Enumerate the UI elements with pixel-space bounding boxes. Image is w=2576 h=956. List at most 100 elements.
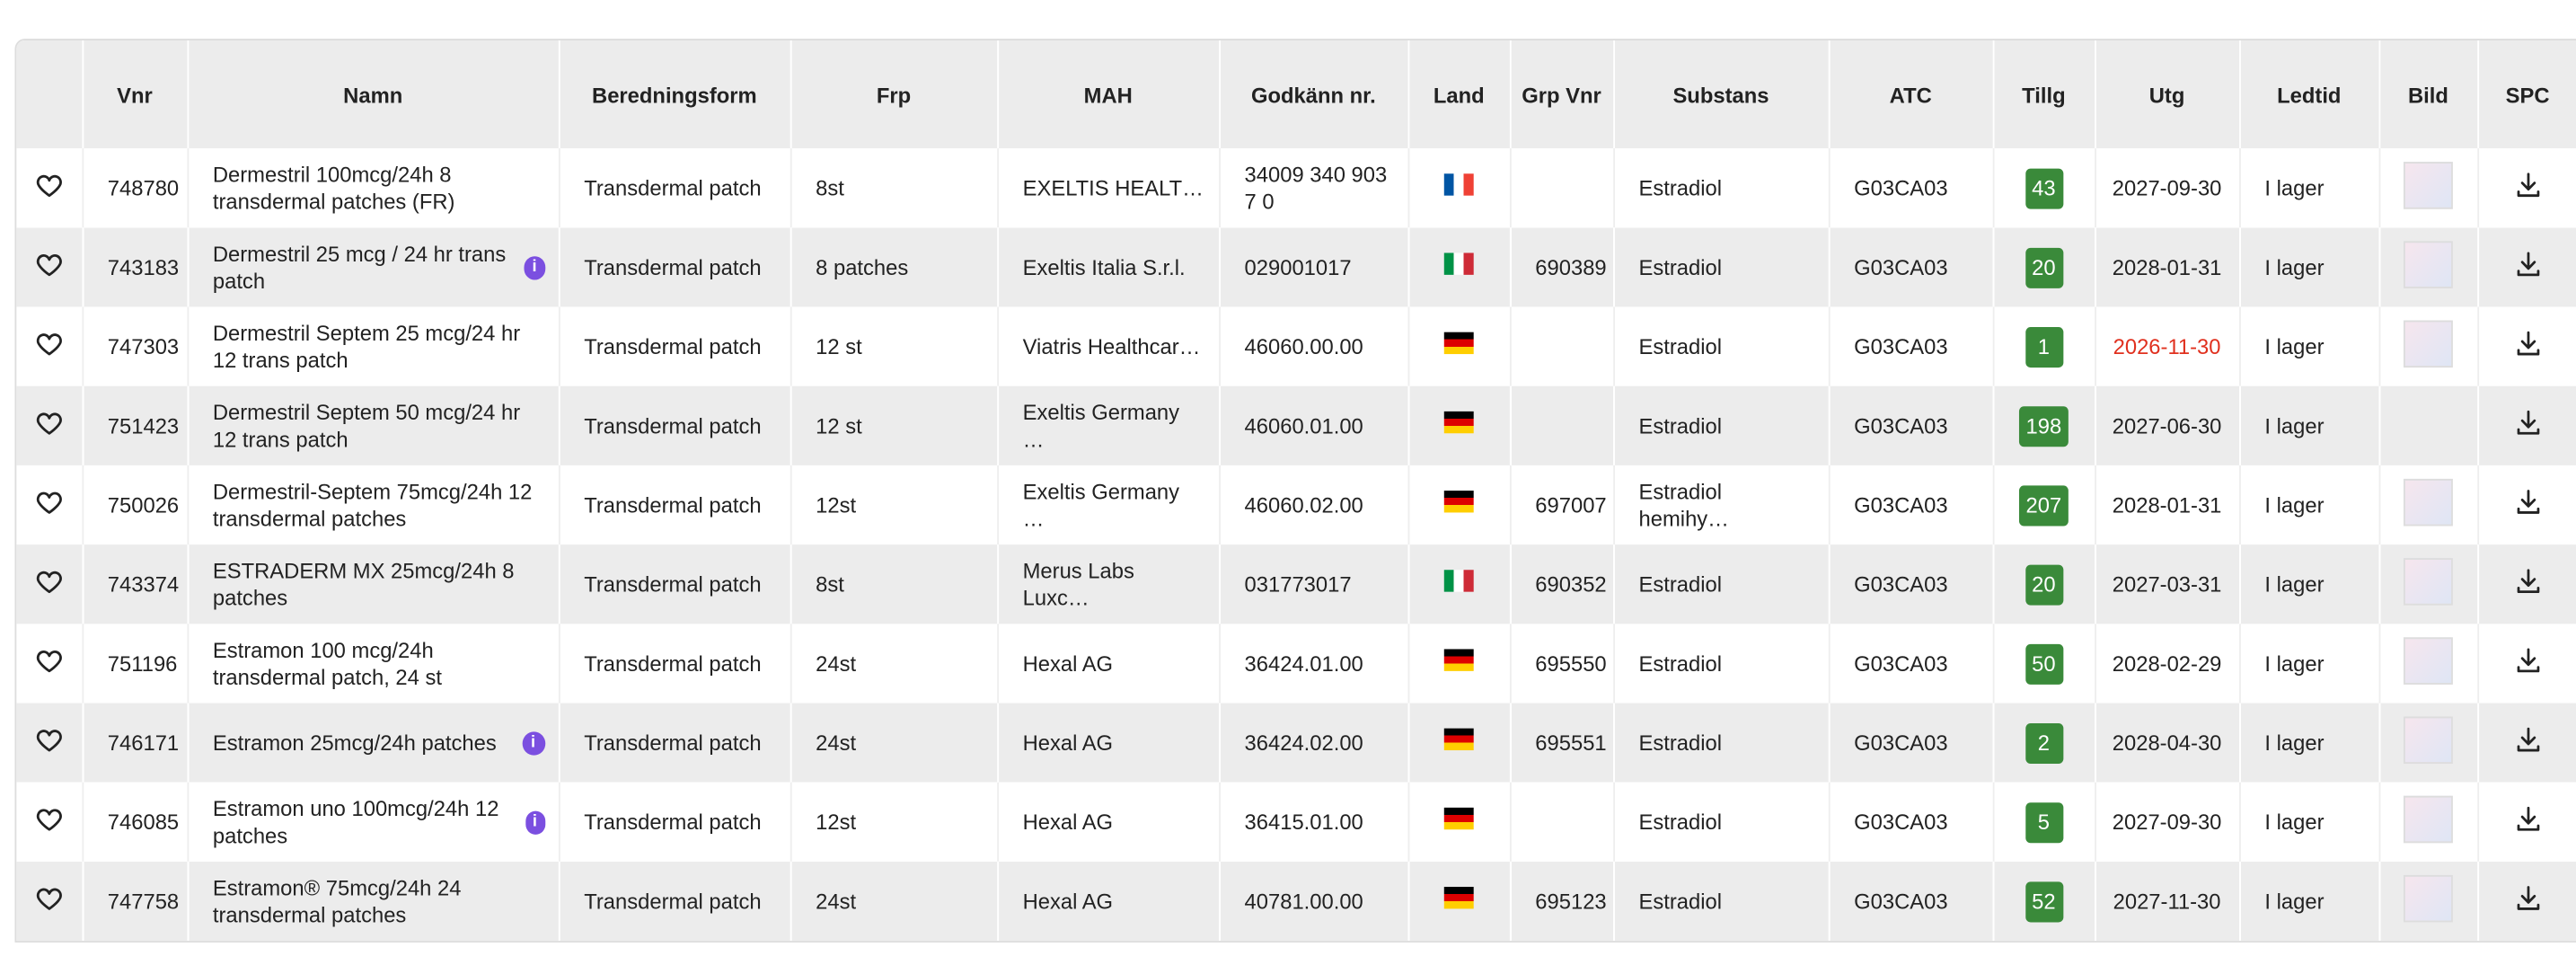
- info-icon[interactable]: i: [524, 255, 545, 279]
- favorite-button[interactable]: [34, 486, 64, 517]
- dosage-form: Transdermal patch: [584, 729, 762, 755]
- spc-download[interactable]: [2513, 724, 2543, 755]
- product-thumbnail[interactable]: [2403, 794, 2453, 843]
- product-thumbnail[interactable]: [2403, 636, 2453, 684]
- favorite-button[interactable]: [34, 328, 64, 358]
- name-cell: Dermestril 100mcg/24h 8 transdermal patc…: [187, 148, 560, 228]
- column-header[interactable]: Frp: [790, 40, 999, 149]
- package: 12st: [816, 491, 857, 518]
- name-wrap: Estramon uno 100mcg/24h 12 patches i: [212, 794, 545, 849]
- stock-badge: 20: [2025, 563, 2063, 605]
- package-cell: 12st: [790, 465, 999, 545]
- vnr: 750026: [107, 491, 180, 518]
- product-thumbnail[interactable]: [2403, 477, 2453, 526]
- column-header[interactable]: SPC: [2477, 40, 2576, 149]
- column-header[interactable]: Vnr: [82, 40, 189, 149]
- column-header[interactable]: Beredningsform: [558, 40, 791, 149]
- column-header[interactable]: ATC: [1828, 40, 1994, 149]
- mah-cell: Hexal AG: [997, 861, 1221, 942]
- package: 8 patches: [816, 253, 909, 279]
- column-header[interactable]: Utg: [2095, 40, 2240, 149]
- favorite-button[interactable]: [34, 170, 64, 200]
- favorite-cell: [16, 782, 84, 862]
- stock-cell: 198: [1992, 385, 2096, 465]
- country-cell: [1407, 703, 1511, 783]
- favorite-button[interactable]: [34, 566, 64, 597]
- spc-download[interactable]: [2513, 882, 2543, 913]
- mah-cell: Hexal AG: [997, 782, 1221, 862]
- country-flag: [1443, 887, 1474, 909]
- column-header[interactable]: Substans: [1613, 40, 1830, 149]
- product-name: Dermestril-Septem 75mcg/24h 12 transderm…: [212, 477, 533, 531]
- product-thumbnail[interactable]: [2403, 715, 2453, 764]
- spc-download[interactable]: [2513, 486, 2543, 517]
- spc-download[interactable]: [2513, 328, 2543, 358]
- product-thumbnail[interactable]: [2403, 557, 2453, 605]
- spc-download[interactable]: [2513, 803, 2543, 834]
- column-header[interactable]: Land: [1407, 40, 1511, 149]
- favorite-button[interactable]: [34, 645, 64, 676]
- column-header[interactable]: Namn: [187, 40, 560, 149]
- column-header[interactable]: [16, 40, 84, 149]
- mah-cell: Exeltis Germany …: [997, 465, 1221, 545]
- favorite-button[interactable]: [34, 724, 64, 755]
- product-name: Estramon uno 100mcg/24h 12 patches: [212, 794, 499, 847]
- approval-number-cell: 36424.01.00: [1219, 624, 1409, 704]
- product-thumbnail[interactable]: [2403, 240, 2453, 288]
- group-vnr-cell: 690352: [1509, 544, 1615, 624]
- product-thumbnail[interactable]: [2403, 873, 2453, 922]
- group-vnr-cell: 690389: [1509, 227, 1615, 307]
- favorite-button[interactable]: [34, 882, 64, 913]
- atc-code: G03CA03: [1854, 808, 1948, 834]
- group-vnr-cell: 695551: [1509, 703, 1615, 783]
- approval-number: 40781.00.00: [1244, 887, 1363, 914]
- product-thumbnail[interactable]: [2403, 161, 2453, 208]
- column-header[interactable]: Godkänn nr.: [1219, 40, 1409, 149]
- table-row: 743374 ESTRADERM MX 25mcg/24h 8 patches Tr…: [16, 544, 2576, 624]
- spc-download[interactable]: [2513, 566, 2543, 597]
- favorite-button[interactable]: [34, 803, 64, 834]
- dosage-form: Transdermal patch: [584, 491, 762, 518]
- expiry-cell: 2028-01-31: [2095, 227, 2240, 307]
- atc-code-cell: G03CA03: [1828, 385, 1994, 465]
- name-wrap: Dermestril Septem 50 mcg/24 hr 12 trans …: [213, 399, 544, 453]
- column-header[interactable]: MAH: [997, 40, 1221, 149]
- spc-download[interactable]: [2513, 645, 2543, 676]
- lead-time-cell: I lager: [2239, 624, 2380, 704]
- expiry-date: 2028-02-29: [2112, 650, 2222, 676]
- spc-cell: [2477, 544, 2576, 624]
- column-header[interactable]: Grp Vnr: [1509, 40, 1615, 149]
- spc-download[interactable]: [2513, 170, 2543, 200]
- substance: Estradiol: [1638, 174, 1723, 200]
- stock-cell: 20: [1992, 544, 2096, 624]
- country-cell: [1407, 227, 1511, 307]
- column-header[interactable]: Ledtid: [2239, 40, 2380, 149]
- favorite-button[interactable]: [34, 407, 64, 438]
- atc-code-cell: G03CA03: [1828, 624, 1994, 704]
- product-thumbnail[interactable]: [2403, 319, 2453, 367]
- country-cell: [1407, 861, 1511, 942]
- substance-cell: Estradiol: [1613, 782, 1830, 862]
- column-header[interactable]: Bild: [2378, 40, 2479, 149]
- table-row: 746171 Estramon 25mcg/24h patches i Transde…: [16, 703, 2576, 783]
- favorite-button[interactable]: [34, 249, 64, 279]
- lead-time: I lager: [2264, 332, 2325, 358]
- spc-cell: [2477, 385, 2576, 465]
- image-cell: [2378, 306, 2479, 386]
- package: 24st: [816, 887, 857, 914]
- mah: Exeltis Germany …: [1022, 477, 1180, 531]
- mah: Hexal AG: [1022, 887, 1114, 914]
- info-icon[interactable]: i: [525, 810, 545, 834]
- package-cell: 8st: [790, 544, 999, 624]
- group-vnr-cell: [1509, 148, 1615, 228]
- column-header[interactable]: Tillg: [1992, 40, 2096, 149]
- atc-code: G03CA03: [1854, 571, 1948, 597]
- info-icon[interactable]: i: [521, 730, 545, 755]
- image-cell: [2378, 227, 2479, 307]
- vnr: 751196: [107, 650, 178, 676]
- vnr: 747303: [107, 332, 180, 358]
- lead-time-cell: I lager: [2239, 544, 2380, 624]
- spc-download[interactable]: [2513, 407, 2543, 438]
- image-cell: [2378, 385, 2479, 465]
- spc-download[interactable]: [2513, 249, 2543, 279]
